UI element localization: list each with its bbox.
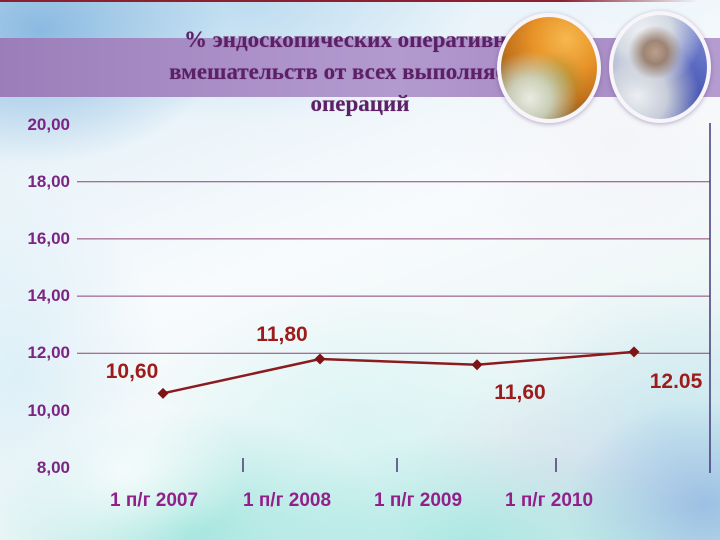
ytick-label: 14,00 bbox=[27, 286, 70, 306]
ytick-label: 20,00 bbox=[27, 114, 70, 134]
chart-title: % эндоскопических оперативных вмешательс… bbox=[40, 24, 680, 120]
data-line bbox=[162, 350, 635, 395]
ytick-label: 10,00 bbox=[27, 400, 70, 420]
endoscopy-instruments-photo bbox=[497, 13, 601, 123]
title-line-1: % эндоскопических оперативных bbox=[184, 27, 536, 52]
diamond-marker bbox=[314, 353, 326, 365]
ytick-label: 8,00 bbox=[36, 457, 70, 477]
ytick-label: 12,00 bbox=[27, 343, 70, 363]
data-point-label: 11,60 bbox=[494, 380, 546, 404]
data-point-label: 12.05 bbox=[649, 369, 703, 393]
xtick-label: 1 п/г 2009 bbox=[373, 490, 463, 511]
xtick-label: 1 п/г 2007 bbox=[109, 490, 199, 511]
ytick-label: 16,00 bbox=[27, 228, 70, 248]
surgeon-photo bbox=[609, 11, 711, 123]
ytick-label: 18,00 bbox=[27, 171, 70, 191]
title-line-2: вмешательств от всех выполняемых bbox=[169, 59, 551, 84]
xtick-label: 1 п/г 2008 bbox=[242, 490, 332, 511]
top-accent-line bbox=[0, 0, 720, 2]
xtick-label: 1 п/г 2010 bbox=[504, 490, 594, 511]
data-point-label: 11,80 bbox=[256, 323, 308, 347]
title-line-3: операций bbox=[310, 91, 410, 116]
diamond-marker bbox=[471, 359, 483, 371]
diamond-marker bbox=[157, 387, 169, 399]
diamond-marker bbox=[628, 346, 640, 358]
data-point-label: 10,60 bbox=[105, 360, 159, 384]
